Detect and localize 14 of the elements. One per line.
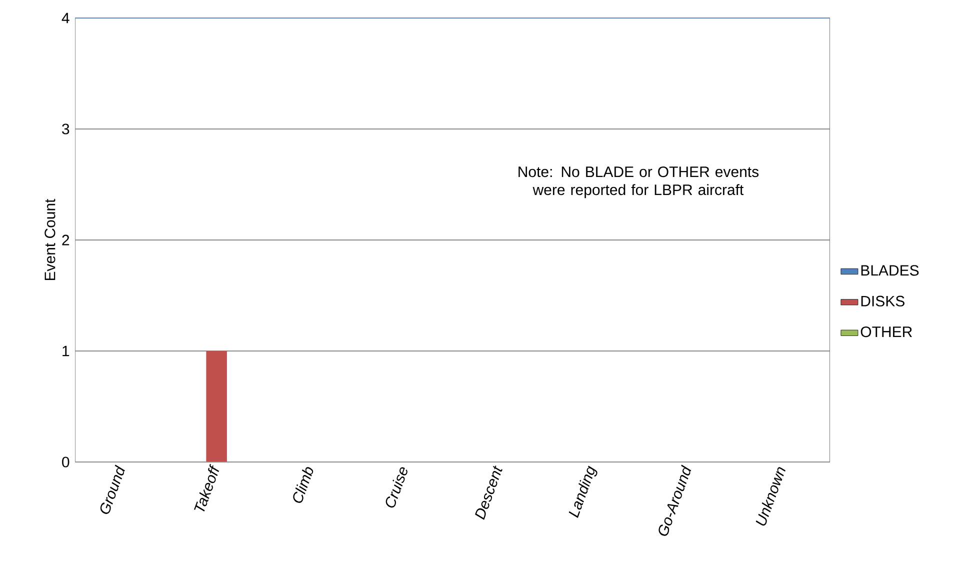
- legend-label: DISKS: [861, 296, 904, 306]
- y-tick-label: 1: [62, 346, 70, 356]
- y-tick-label: 4: [62, 12, 70, 24]
- y-tick-label: 3: [62, 124, 70, 134]
- legend-label: OTHER: [860, 326, 912, 338]
- x-tick-label: Takeoff: [194, 464, 220, 512]
- x-tick-label: Cruise: [386, 467, 408, 508]
- y-axis-title: Event Count: [44, 198, 56, 280]
- x-tick-label: Climb: [293, 467, 314, 503]
- y-tick-label: 0: [62, 456, 70, 468]
- annotation: Note: No BLADE or OTHER events were reported for LBPR aircraft: [518, 166, 759, 198]
- x-tick-label: Ground: [100, 464, 125, 514]
- y-tick-label: 2: [62, 234, 70, 246]
- legend-label: BLADES: [861, 265, 919, 276]
